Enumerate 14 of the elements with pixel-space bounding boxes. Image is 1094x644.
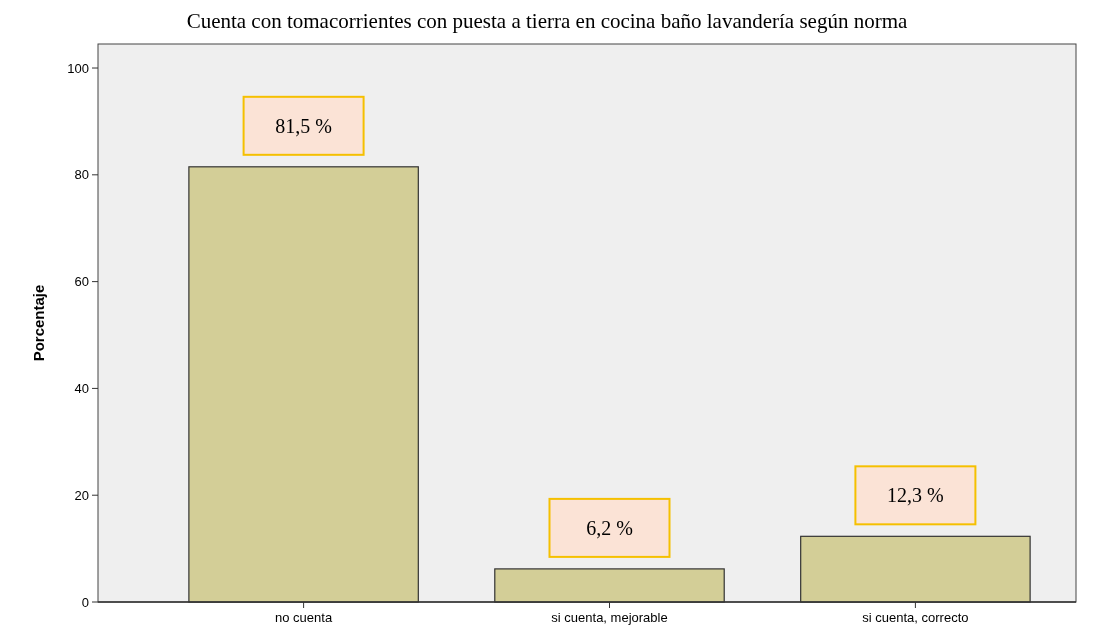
y-tick-label: 0 xyxy=(81,594,89,610)
data-label: 12,3 % xyxy=(887,484,944,507)
chart-title: Cuenta con tomacorrientes con puesta a tierra en cocina baño lavandería según norma xyxy=(186,9,909,33)
x-tick-label: no cuenta xyxy=(275,610,333,625)
y-tick-label: 60 xyxy=(74,274,89,290)
data-label: 6,2 % xyxy=(586,516,633,539)
y-tick-label: 80 xyxy=(74,167,89,183)
y-axis-title: Porcentaje xyxy=(30,284,47,362)
x-tick-label: si cuenta, correcto xyxy=(862,610,969,625)
x-tick-label: si cuenta, mejorable xyxy=(551,610,668,625)
data-label: 81,5 % xyxy=(275,114,332,137)
y-tick-label: 100 xyxy=(67,60,89,76)
y-tick-label: 20 xyxy=(74,487,89,503)
y-tick-label: 40 xyxy=(74,380,89,396)
